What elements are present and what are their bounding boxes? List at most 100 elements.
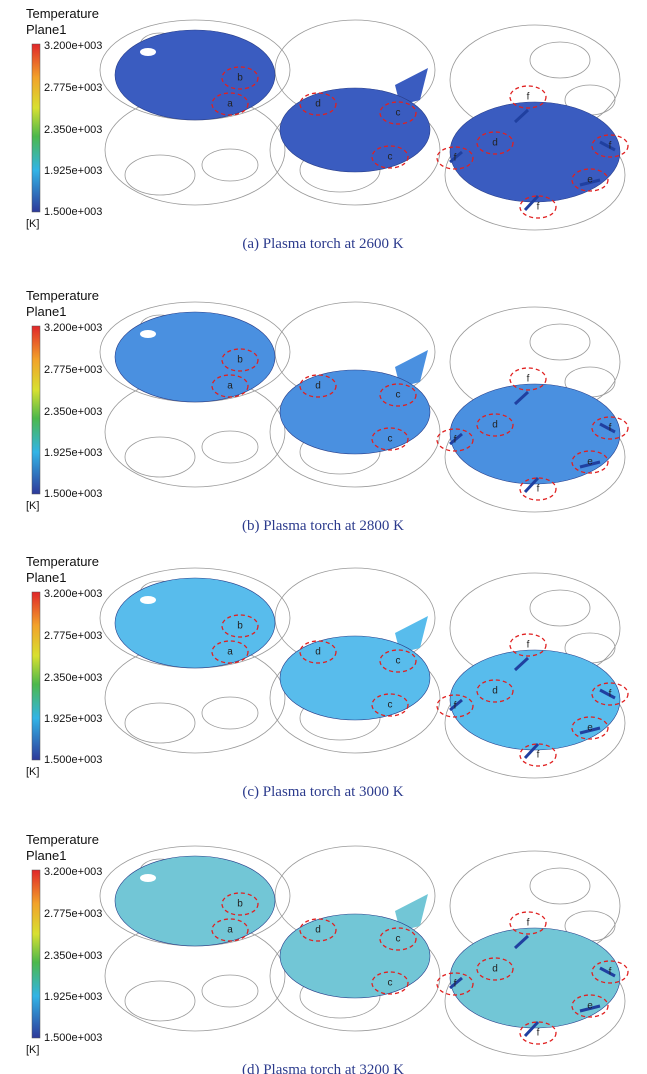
caption: (b) Plasma torch at 2800 K [242, 518, 404, 534]
callout-label: d [315, 381, 321, 392]
colorbar-unit: [K] [26, 500, 39, 512]
callout-label: f [537, 202, 540, 213]
callout-label: e [587, 1001, 593, 1012]
callout-label: f [609, 141, 612, 152]
callout-label: a [227, 381, 233, 392]
callout-label: f [537, 484, 540, 495]
legend-subtitle: Plane1 [26, 848, 66, 863]
colorbar-unit: [K] [26, 766, 39, 778]
colorbar-tick: 3.200e+003 [44, 866, 102, 878]
panel: TemperaturePlane13.200e+0032.775e+0032.3… [26, 288, 628, 534]
callout-label: f [527, 92, 530, 103]
callout-label: e [587, 457, 593, 468]
callout-label: f [454, 153, 457, 164]
colorbar-tick: 1.925e+003 [44, 165, 102, 177]
callout-label: f [454, 701, 457, 712]
legend-title: Temperature [26, 554, 99, 569]
colorbar-tick: 2.350e+003 [44, 950, 102, 962]
colorbar-tick: 3.200e+003 [44, 322, 102, 334]
callout-label: a [227, 925, 233, 936]
callout-label: e [587, 723, 593, 734]
callout-label: d [315, 925, 321, 936]
colorbar [32, 44, 40, 212]
colorbar-tick: 1.925e+003 [44, 713, 102, 725]
torch-hole [140, 874, 156, 882]
colorbar-tick: 1.500e+003 [44, 754, 102, 766]
wireframe [125, 981, 195, 1021]
callout-label: b [237, 899, 243, 910]
colorbar [32, 326, 40, 494]
colorbar-tick: 3.200e+003 [44, 588, 102, 600]
plate-3 [450, 928, 620, 1028]
plate-3 [450, 384, 620, 484]
caption: (d) Plasma torch at 3200 K [242, 1062, 404, 1074]
callout-label: f [609, 423, 612, 434]
callout-label: c [396, 656, 401, 667]
wireframe [202, 975, 258, 1007]
callout-label: c [388, 152, 393, 163]
callout-label: f [609, 967, 612, 978]
callout-label: d [492, 138, 498, 149]
wireframe [125, 703, 195, 743]
wireframe [530, 868, 590, 904]
callout-label: d [492, 686, 498, 697]
panel: TemperaturePlane13.200e+0032.775e+0032.3… [26, 554, 628, 800]
colorbar-tick: 2.350e+003 [44, 124, 102, 136]
legend-title: Temperature [26, 6, 99, 21]
wireframe [202, 431, 258, 463]
callout-label: f [454, 979, 457, 990]
colorbar-unit: [K] [26, 1044, 39, 1056]
colorbar-tick: 2.350e+003 [44, 406, 102, 418]
colorbar-tick: 1.925e+003 [44, 447, 102, 459]
callout-label: f [609, 689, 612, 700]
colorbar-tick: 1.500e+003 [44, 488, 102, 500]
callout-label: f [537, 1028, 540, 1039]
plate-1 [115, 856, 275, 946]
caption: (c) Plasma torch at 3000 K [242, 784, 403, 800]
wireframe [202, 697, 258, 729]
colorbar-tick: 2.775e+003 [44, 364, 102, 376]
caption: (a) Plasma torch at 2600 K [242, 236, 403, 252]
colorbar-tick: 2.350e+003 [44, 672, 102, 684]
torch-hole [140, 48, 156, 56]
legend-subtitle: Plane1 [26, 304, 66, 319]
plate-1 [115, 578, 275, 668]
torch-hole [140, 596, 156, 604]
callout-label: d [315, 647, 321, 658]
callout-label: f [527, 918, 530, 929]
plate-3 [450, 102, 620, 202]
colorbar-tick: 3.200e+003 [44, 40, 102, 52]
torch-hole [140, 330, 156, 338]
callout-label: a [227, 99, 233, 110]
legend-subtitle: Plane1 [26, 570, 66, 585]
wireframe [125, 437, 195, 477]
callout-label: c [396, 934, 401, 945]
callout-label: f [454, 435, 457, 446]
callout-label: f [537, 750, 540, 761]
legend-title: Temperature [26, 832, 99, 847]
callout-label: c [388, 978, 393, 989]
figure: TemperaturePlane13.200e+0032.775e+0032.3… [0, 0, 647, 1074]
callout-label: b [237, 355, 243, 366]
panel: TemperaturePlane1 3.200e+003 2.775e+003 2.3… [26, 6, 628, 252]
callout-label: c [396, 390, 401, 401]
callout-label: c [388, 700, 393, 711]
colorbar-tick: 2.775e+003 [44, 82, 102, 94]
colorbar-unit: [K] [26, 218, 39, 230]
legend-subtitle: Plane1 [26, 22, 66, 37]
colorbar-tick: 2.775e+003 [44, 908, 102, 920]
plate-1 [115, 30, 275, 120]
wireframe [530, 324, 590, 360]
wireframe [530, 590, 590, 626]
callout-label: c [388, 434, 393, 445]
callout-label: e [587, 175, 593, 186]
callout-label: f [527, 374, 530, 385]
colorbar [32, 870, 40, 1038]
plate-3 [450, 650, 620, 750]
callout-label: d [492, 964, 498, 975]
wireframe [202, 149, 258, 181]
plate-1 [115, 312, 275, 402]
colorbar-tick: 1.500e+003 [44, 206, 102, 218]
callout-label: d [492, 420, 498, 431]
